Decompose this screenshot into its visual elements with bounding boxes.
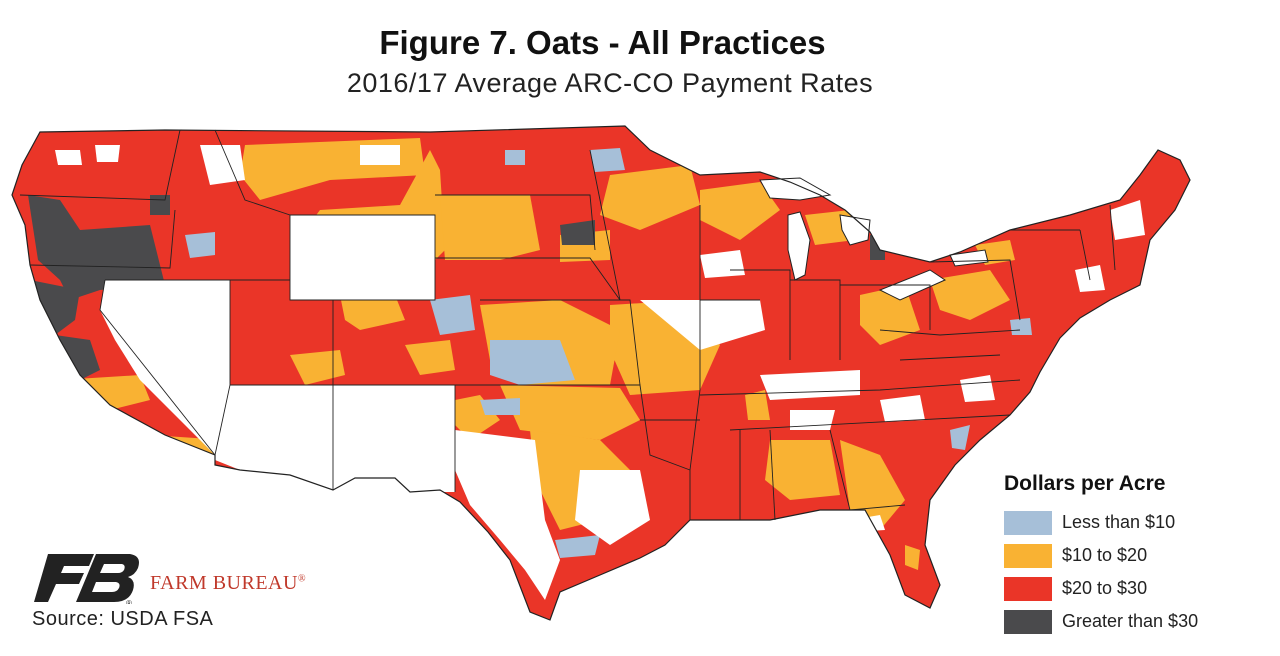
map-subtitle: 2016/17 Average ARC-CO Payment Rates <box>346 68 874 98</box>
state-borders <box>19 129 1116 521</box>
farm-bureau-name: FARM BUREAU® <box>150 572 307 594</box>
legend-label: Greater than $30 <box>1062 611 1199 631</box>
legend-label: $10 to $20 <box>1062 545 1148 565</box>
map-legend: Dollars per Acre Less than $10 $10 to $2… <box>1004 472 1198 638</box>
legend-item-less-than-10: Less than $10 <box>1004 506 1198 539</box>
legend-label: Less than $10 <box>1062 512 1176 532</box>
farm-bureau-logo: ® <box>34 554 139 604</box>
farm-bureau-registered-mark: ® <box>126 599 132 604</box>
legend-swatch <box>1004 510 1052 535</box>
legend-swatch <box>1004 543 1052 568</box>
legend-swatch <box>1004 609 1052 634</box>
legend-swatch <box>1004 576 1052 601</box>
legend-item-10-to-20: $10 to $20 <box>1004 539 1198 572</box>
map-title: Figure 7. Oats - All Practices <box>379 24 826 61</box>
legend-label: $20 to $30 <box>1062 578 1148 598</box>
source-note: Source: USDA FSA <box>32 608 214 630</box>
us-outline <box>11 125 1191 621</box>
legend-item-20-to-30: $20 to $30 <box>1004 572 1198 605</box>
farm-bureau-fb-mark <box>34 554 139 602</box>
legend-title: Dollars per Acre <box>1004 472 1166 495</box>
legend-item-greater-than-30: Greater than $30 <box>1004 605 1198 638</box>
